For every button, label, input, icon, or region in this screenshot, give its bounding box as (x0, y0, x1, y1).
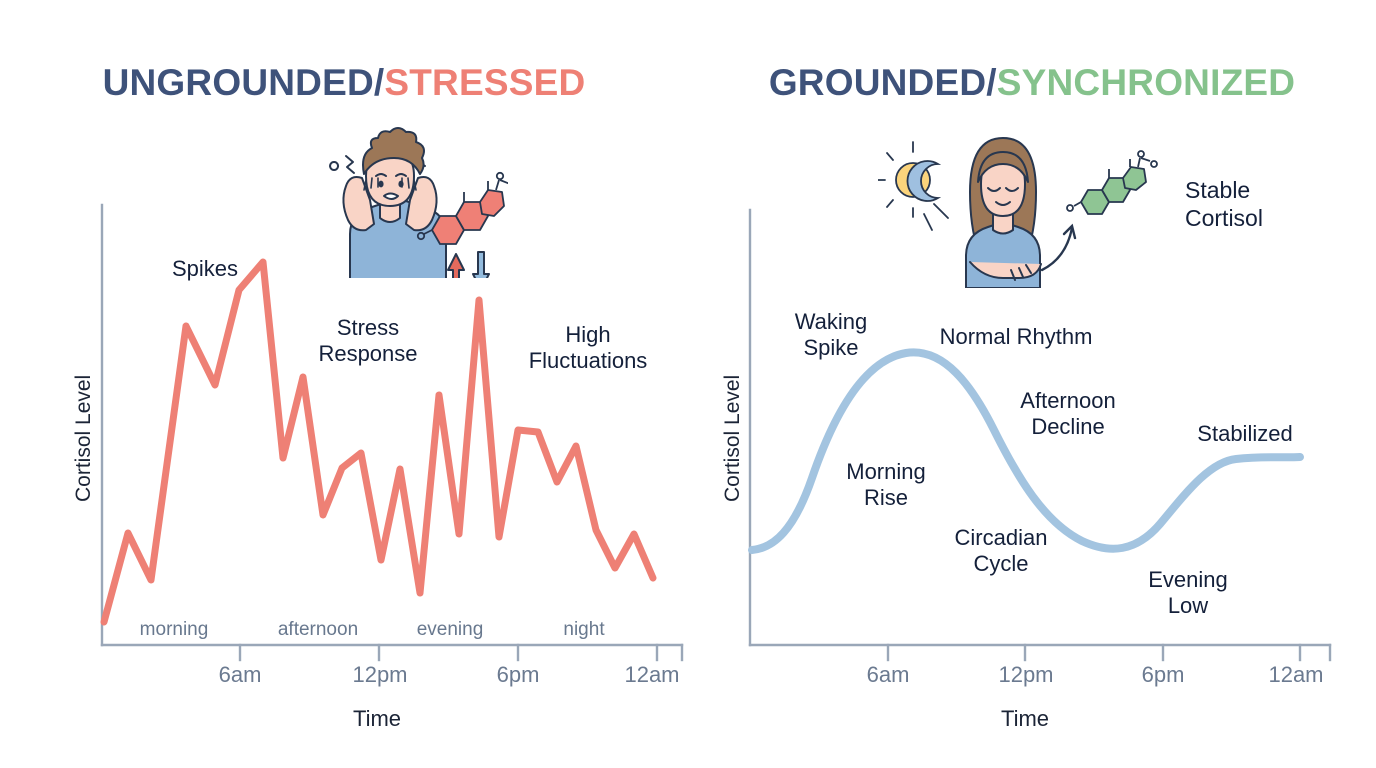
panel-ungrounded: UNGROUNDED/STRESSED (0, 62, 688, 731)
annotation-spikes: Spikes (171, 256, 239, 281)
chart-grounded (688, 0, 1376, 768)
x-tick-6am-left: 6am (218, 662, 262, 687)
annotation-afternoon-decline: Afternoon Decline (1020, 388, 1116, 439)
chart-axes-right (748, 208, 1332, 662)
panel-title-ungrounded: UNGROUNDED/STRESSED (0, 62, 688, 104)
band-label-evening: evening (416, 619, 484, 640)
x-tick-12am-left: 12am (624, 662, 680, 687)
x-tick-6pm-right: 6pm (1141, 662, 1185, 687)
title-separator-ungrounded: / (373, 62, 385, 103)
title-secondary-stressed: STRESSED (384, 62, 586, 103)
cortisol-line-stressed (100, 258, 657, 626)
x-axis-label-left: Time (352, 706, 402, 731)
title-primary-grounded: GROUNDED (768, 62, 987, 103)
band-label-night: night (563, 619, 605, 640)
cortisol-curve-grounded (748, 348, 1304, 554)
stress-dot-left (329, 161, 340, 171)
brow-right (395, 173, 407, 177)
x-tick-6pm-left: 6pm (496, 662, 540, 687)
x-axis-label-right: Time (1000, 706, 1050, 731)
eye-left-closed (987, 187, 1001, 192)
sun-moon-icon (875, 141, 949, 231)
x-tick-12pm-right: 12pm (998, 662, 1054, 687)
annotation-evening-low: Evening Low (1148, 567, 1228, 618)
cortisol-molecule-green-icon (1066, 150, 1158, 215)
chart-axes-left (100, 203, 684, 662)
title-separator-grounded: / (986, 62, 997, 103)
eye-right-closed (1005, 187, 1019, 192)
panel-grounded: GROUNDED/SYNCHRONIZED (688, 0, 1376, 768)
title-primary-ungrounded: UNGROUNDED (102, 62, 374, 103)
band-label-afternoon: afternoon (277, 619, 359, 640)
annotation-stress-response: Stress Response (318, 315, 418, 366)
panel-title-grounded: GROUNDED/SYNCHRONIZED (688, 62, 1376, 104)
annotation-circadian-cycle: Circadian Cycle (954, 525, 1048, 576)
y-axis-label-left: Cortisol Level (72, 374, 95, 502)
x-tick-6am-right: 6am (866, 662, 910, 687)
cortisol-molecule-red-icon (416, 171, 519, 245)
y-axis-label-right: Cortisol Level (721, 374, 744, 502)
x-tick-12pm-left: 12pm (352, 662, 408, 687)
x-tick-12am-right: 12am (1268, 662, 1324, 687)
curved-arrow-icon (1040, 223, 1077, 272)
annotation-morning-rise: Morning Rise (846, 459, 926, 510)
stress-mark-left (345, 155, 355, 174)
stable-cortisol-caption: Stable Cortisol (1185, 177, 1263, 231)
brow-left (375, 173, 387, 177)
annotation-stabilized: Stabilized (1197, 421, 1293, 446)
title-secondary-synchronized: SYNCHRONIZED (996, 62, 1296, 103)
annotation-waking-spike: Waking Spike (794, 309, 868, 360)
band-label-morning: morning (139, 619, 209, 640)
chart-ungrounded (100, 203, 684, 662)
annotation-normal-rhythm: Normal Rhythm (939, 324, 1093, 349)
calm-woman-illustration (875, 128, 1178, 289)
annotation-high-fluctuations: High Fluctuations (528, 322, 648, 373)
